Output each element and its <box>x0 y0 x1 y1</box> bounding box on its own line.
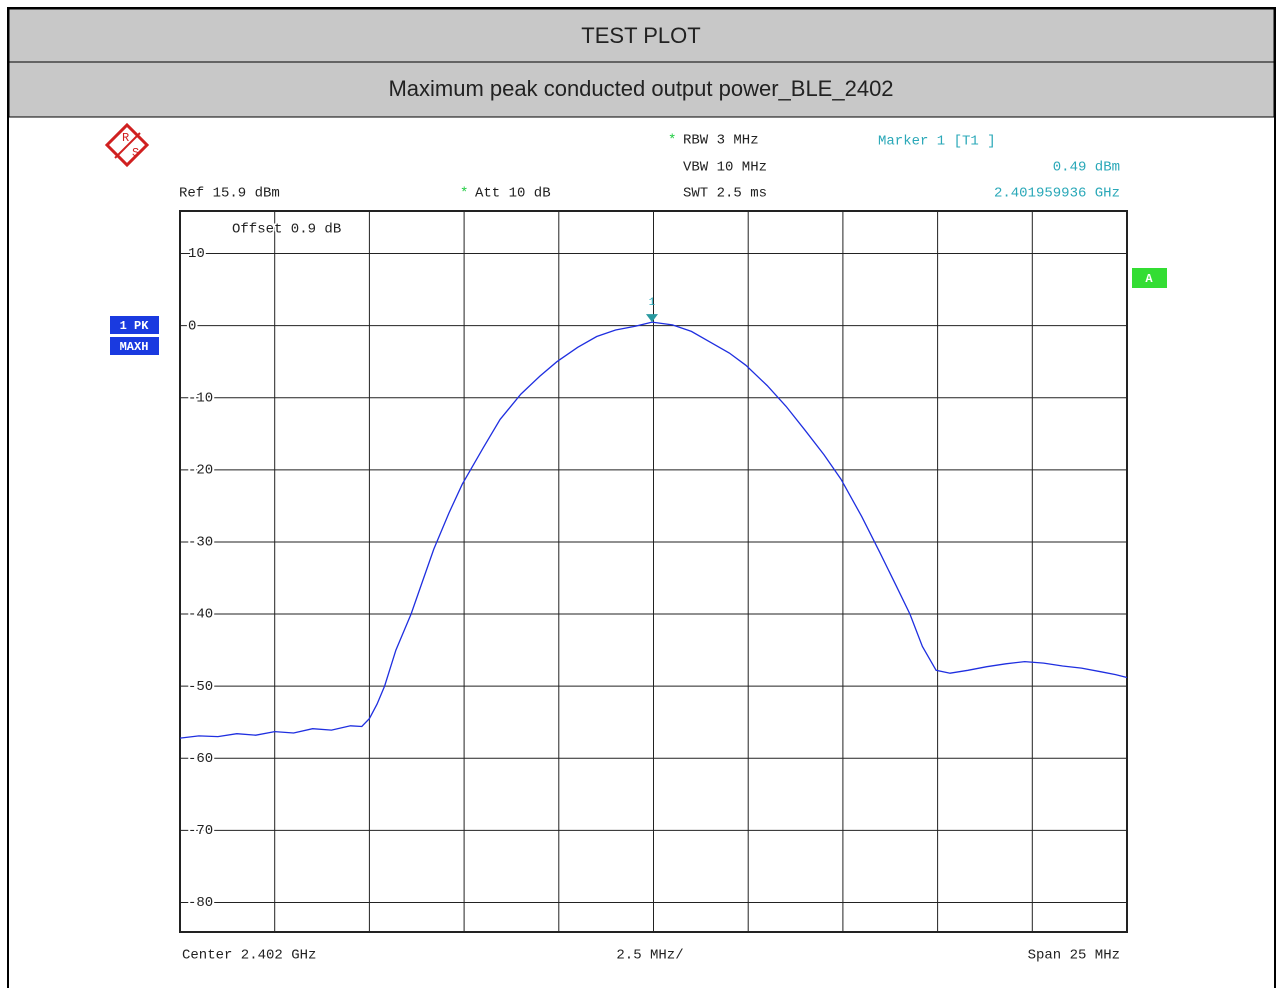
flag: * <box>460 186 468 202</box>
frame <box>7 7 1276 988</box>
header-row <box>8 8 1275 63</box>
plot: 10 0 -10 -20 -30 -40 -50 -60 -70 -80 Offset 0.9 dB… <box>179 210 1128 933</box>
logo-r: R <box>122 131 129 145</box>
ref-level: Ref 15.9 dBm <box>179 186 280 202</box>
side-badge <box>1132 268 1167 288</box>
y-tick-label: -60 <box>188 751 213 767</box>
offset-label: Offset 0.9 dB <box>232 222 341 238</box>
trace-label: MAXH <box>120 340 149 354</box>
y-tick-label: -80 <box>188 895 213 911</box>
side-label: 3DB <box>1135 611 1157 625</box>
footer-center: Center 2.402 GHz <box>182 948 316 964</box>
y-tick-label: -40 <box>188 607 213 623</box>
subheader-row <box>8 61 1275 118</box>
subtitle: Maximum peak conducted output power_BLE_… <box>388 76 893 101</box>
marker-number: 1 <box>649 297 656 309</box>
trace-badge <box>110 337 159 355</box>
trace-label: 1 PK <box>120 319 150 333</box>
y-tick-label: 0 <box>188 318 196 334</box>
trace <box>179 321 1128 739</box>
y-tick-label: -70 <box>188 823 213 839</box>
trace-badge <box>110 316 159 334</box>
y-tick-label: -20 <box>188 463 213 479</box>
footer-div: 2.5 MHz/ <box>616 948 683 964</box>
marker <box>645 314 658 323</box>
marker-freq: 2.401959936 GHz <box>994 186 1120 202</box>
flag: * <box>668 133 676 149</box>
footer-span: Span 25 MHz <box>1028 948 1120 964</box>
side-label: LVL <box>1135 363 1157 377</box>
setting: VBW 10 MHz <box>683 160 767 176</box>
side-label: A <box>1145 272 1153 286</box>
attenuation: Att 10 dB <box>475 186 551 202</box>
setting: RBW 3 MHz <box>683 133 759 149</box>
logo: R S <box>104 122 150 168</box>
setting: SWT 2.5 ms <box>683 186 767 202</box>
y-tick-label: -10 <box>188 390 213 406</box>
y-tick-label: -30 <box>188 535 213 551</box>
marker-label: Marker 1 [T1 ] <box>878 134 996 150</box>
title: TEST PLOT <box>581 23 700 48</box>
logo-s: S <box>132 146 139 160</box>
marker-value: 0.49 dBm <box>1053 160 1120 176</box>
y-tick-label: 10 <box>188 246 205 262</box>
y-tick-label: -50 <box>188 679 213 695</box>
